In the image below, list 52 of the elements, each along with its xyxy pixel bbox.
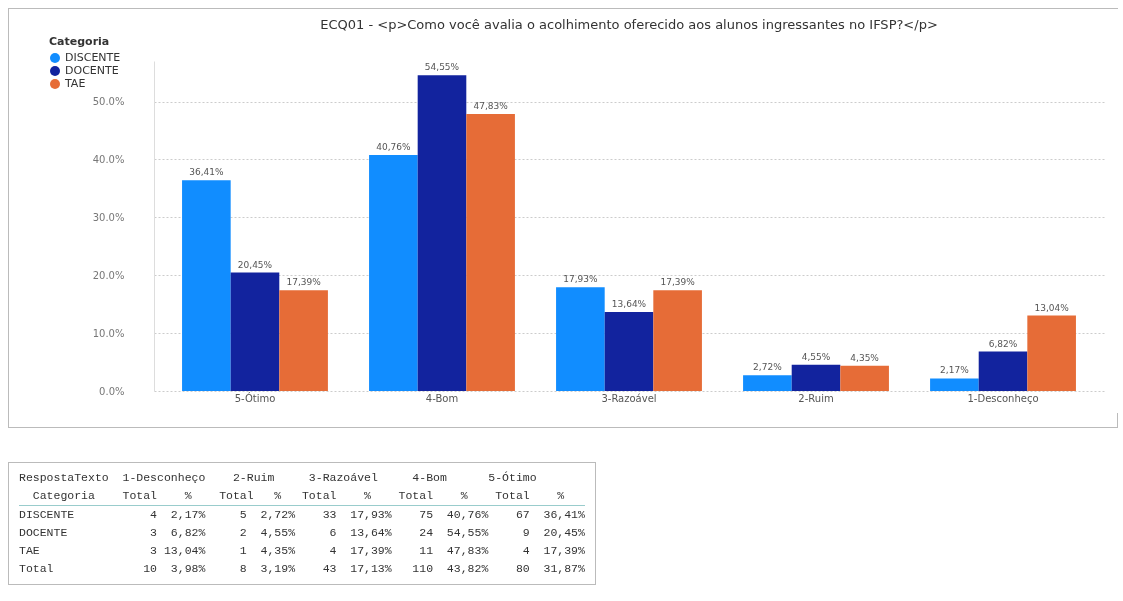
bar — [930, 378, 979, 391]
bar — [279, 290, 328, 391]
text: DOCENTE 3 6,82% 2 4,55% 6 13,64% 24 54,55% 9 20,45% — [19, 525, 585, 541]
data-label: 40,76% — [376, 142, 411, 153]
data-label: 47,83% — [473, 101, 509, 112]
x-tick-label: 1-Desconheço — [967, 392, 1039, 404]
y-tick-label: 0.0% — [99, 385, 125, 397]
x-tick-label: 4-Bom — [425, 392, 459, 404]
bar — [417, 75, 467, 391]
bar — [556, 287, 605, 391]
data-label: 17,93% — [563, 274, 598, 285]
y-tick-label: 40.0% — [92, 153, 125, 165]
data-label: 13,64% — [611, 299, 647, 310]
data-label: 17,39% — [286, 277, 322, 288]
bar — [604, 312, 654, 391]
y-tick-label: 10.0% — [92, 327, 125, 339]
bar — [743, 375, 792, 391]
legend-title: Categoria — [49, 35, 110, 48]
bar — [1027, 315, 1076, 391]
legend-label: DISCENTE — [65, 51, 121, 64]
text: DISCENTE 4 2,17% 5 2,72% 33 17,93% 75 40,76% 67 36,41% — [19, 507, 585, 523]
bar — [978, 351, 1028, 391]
bar — [791, 364, 841, 391]
x-tick-label: 2-Ruim — [798, 392, 834, 404]
bar — [182, 180, 231, 391]
bar — [653, 290, 702, 391]
data-label: 20,45% — [237, 259, 273, 270]
x-tick-label: 5-Ótimo — [234, 391, 276, 404]
text: Categoria Total % Total % Total % Total % Total % — [19, 487, 585, 506]
data-label: 2,17% — [940, 365, 970, 376]
text: Total 10 3,98% 8 3,19% 43 17,13% 110 43,82% 80 31,87% — [19, 561, 585, 577]
data-label: 36,41% — [189, 167, 224, 178]
text: RespostaTexto 1-Desconheço 2-Ruim 3-Razoável 4-Bom 5-Ótimo — [19, 470, 538, 486]
y-tick-label: 30.0% — [92, 211, 125, 223]
y-tick-label: 50.0% — [92, 96, 125, 108]
chart-title: ECQ01 - <p>Como você avalia o acolhimento oferecido aos alunos ingressantes no IFSP?</p> — [320, 17, 938, 32]
data-label: 4,35% — [850, 352, 880, 363]
bar — [230, 272, 280, 391]
y-tick-label: 20.0% — [92, 269, 125, 281]
x-tick-label: 3-Razoável — [601, 392, 657, 404]
legend-label: DOCENTE — [65, 64, 119, 77]
legend-label: TAE — [64, 77, 86, 90]
bar — [369, 155, 418, 391]
data-label: 2,72% — [753, 362, 783, 373]
data-label: 54,55% — [424, 62, 460, 73]
bar — [466, 114, 515, 391]
data-label: 13,04% — [1034, 302, 1070, 313]
text: TAE 3 13,04% 1 4,35% 4 17,39% 11 47,83% 4 17,39% — [19, 543, 585, 559]
bar — [840, 365, 889, 391]
data-label: 6,82% — [988, 338, 1018, 349]
data-label: 4,55% — [801, 351, 831, 362]
data-label: 17,39% — [660, 277, 696, 288]
